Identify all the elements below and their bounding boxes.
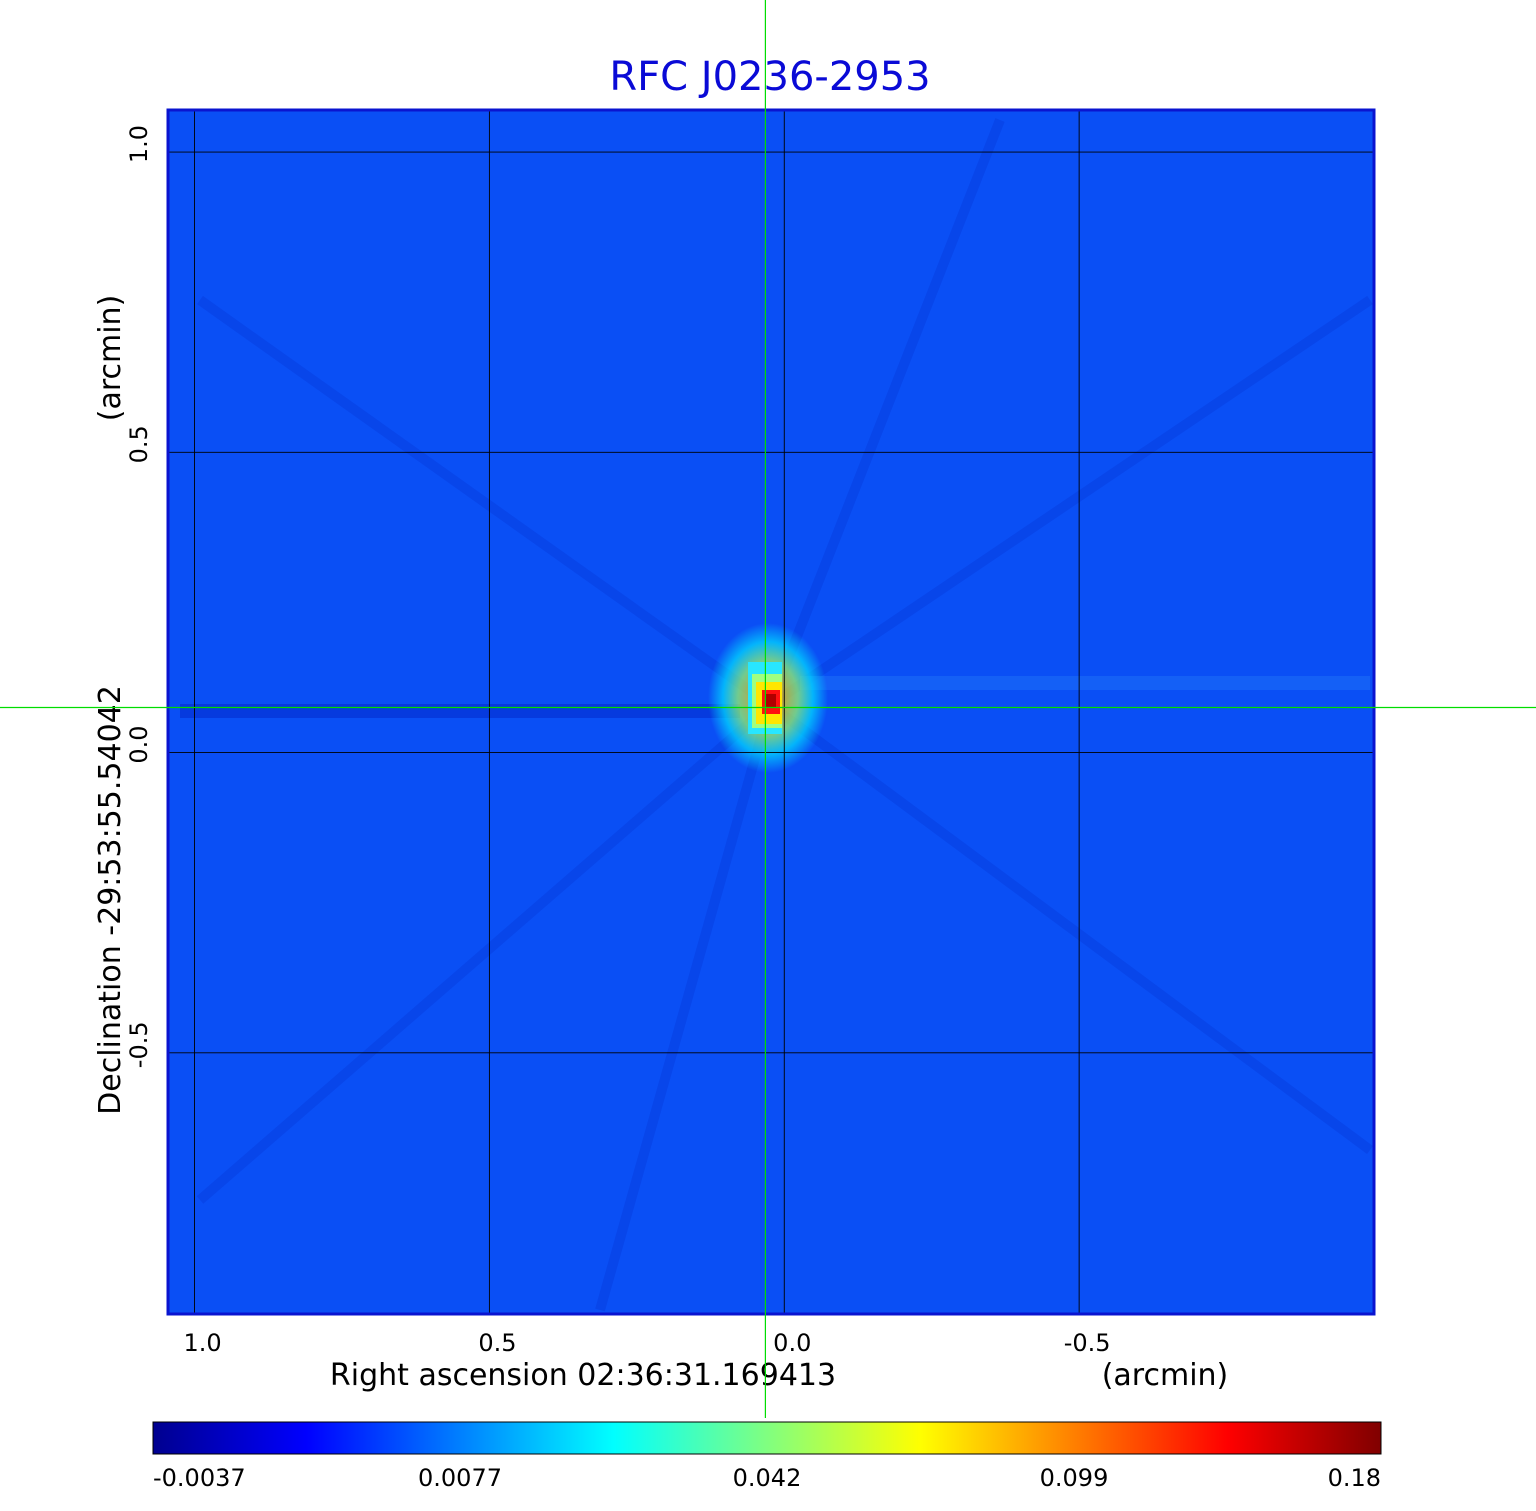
x-tick-label: 1.0 — [183, 1329, 221, 1357]
x-tick-labels: 1.0 0.5 0.0 -0.5 — [183, 1329, 1110, 1357]
chart-title: RFC J0236-2953 — [609, 54, 930, 100]
colorbar-label: 0.042 — [733, 1464, 802, 1492]
x-tick-label: 0.0 — [773, 1329, 811, 1357]
colorbar-label: -0.0037 — [153, 1464, 246, 1492]
x-axis-unit: (arcmin) — [1102, 1358, 1229, 1393]
y-tick-label: 0.5 — [125, 425, 153, 463]
y-tick-label: -0.5 — [125, 1021, 153, 1068]
streak-5 — [595, 703, 775, 1312]
y-tick-label: 0.0 — [125, 725, 153, 763]
plot-area — [168, 110, 1374, 1314]
streak-1 — [197, 295, 773, 710]
source-peak — [766, 694, 776, 708]
grid-lines — [168, 110, 1374, 1314]
x-tick-label: -0.5 — [1064, 1329, 1111, 1357]
crosshair — [0, 0, 1536, 1418]
y-axis-label: Declination -29:53:55.54042 — [93, 685, 128, 1115]
colorbar-label: 0.18 — [1328, 1464, 1381, 1492]
colorbar-label: 0.0077 — [418, 1464, 502, 1492]
sidelobe-streaks — [196, 118, 1373, 1312]
streak-2 — [767, 295, 1373, 710]
y-tick-labels: 1.0 0.5 0.0 -0.5 — [125, 125, 153, 1068]
x-axis-label: Right ascension 02:36:31.169413 — [330, 1358, 836, 1393]
colorbar: -0.0037 0.0077 0.042 0.099 0.18 — [152, 1421, 1382, 1492]
streak-6 — [765, 118, 1005, 707]
x-tick-label: 0.5 — [478, 1329, 516, 1357]
colorbar-tick-labels: -0.0037 0.0077 0.042 0.099 0.18 — [153, 1464, 1381, 1492]
streak-3 — [196, 701, 774, 1204]
colorbar-label: 0.099 — [1040, 1464, 1109, 1492]
y-tick-label: 1.0 — [125, 125, 153, 163]
streak-4 — [767, 700, 1373, 1155]
y-axis-unit: (arcmin) — [93, 295, 128, 422]
colorbar-gradient — [152, 1421, 1382, 1455]
light-streak-right — [800, 676, 1370, 690]
dark-streak-left — [180, 704, 740, 718]
plot-frame — [166, 108, 1376, 1316]
